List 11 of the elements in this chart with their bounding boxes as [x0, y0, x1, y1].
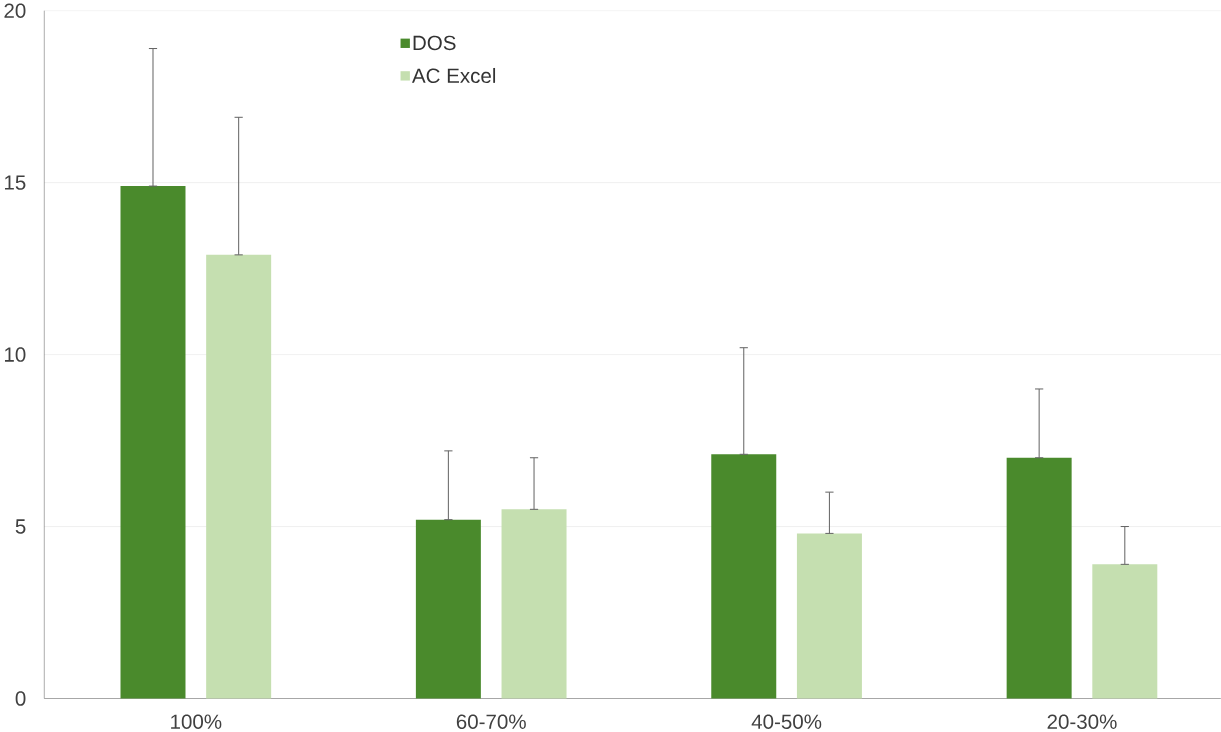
y-tick-label: 15 — [4, 175, 26, 190]
x-tick-label: 20-30% — [1047, 714, 1117, 729]
legend-label: AC Excel — [411, 67, 496, 83]
y-tick-label: 5 — [15, 519, 26, 534]
x-tick-label: 100% — [171, 714, 222, 729]
legend-label: DOS — [413, 35, 456, 50]
y-tick-label: 10 — [4, 347, 26, 362]
x-tick-label: 60-70% — [456, 714, 526, 729]
y-tick-label: 0 — [15, 691, 26, 706]
x-tick-label: 40-50% — [751, 714, 822, 729]
y-tick-label: 20 — [4, 3, 26, 18]
